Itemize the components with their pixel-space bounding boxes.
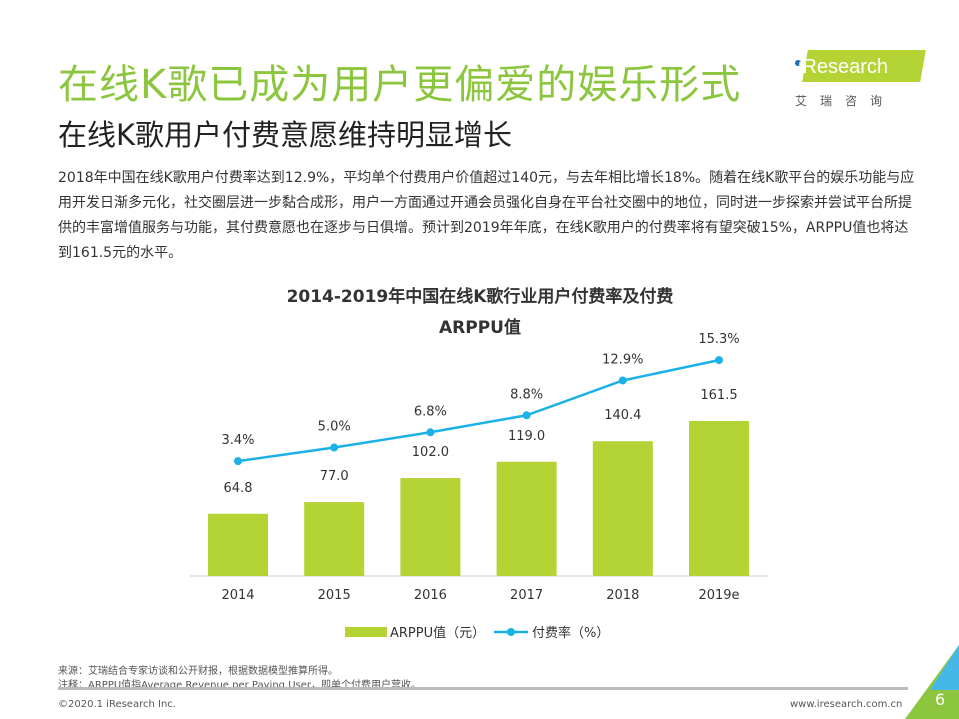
line-point bbox=[715, 356, 723, 365]
bar bbox=[400, 478, 461, 576]
x-tick-label: 2014 bbox=[221, 588, 254, 603]
legend-bar-label: ARPPU值（元） bbox=[390, 625, 485, 641]
page-subtitle: 在线K歌用户付费意愿维持明显增长 bbox=[58, 118, 513, 152]
bar bbox=[689, 420, 749, 576]
legend-line-marker bbox=[507, 628, 515, 636]
bar bbox=[304, 502, 365, 576]
footer-divider bbox=[58, 687, 908, 690]
x-tick-label: 2015 bbox=[318, 588, 351, 603]
page-title: 在线K歌已成为用户更偏爱的娱乐形式 bbox=[58, 62, 742, 108]
website-link[interactable]: www.iresearch.com.cn bbox=[790, 699, 903, 710]
line-label: 8.8% bbox=[510, 387, 543, 402]
x-tick-label: 2018 bbox=[606, 588, 639, 603]
x-tick-label: 2019e bbox=[698, 588, 739, 603]
line-label: 5.0% bbox=[318, 420, 351, 435]
line-point bbox=[234, 457, 242, 466]
chart-title-line2: ARPPU值 bbox=[439, 318, 521, 338]
line-point bbox=[618, 376, 627, 385]
legend-bar-swatch bbox=[345, 627, 387, 637]
x-tick-label: 2016 bbox=[414, 588, 447, 603]
bar-label: 161.5 bbox=[700, 388, 737, 403]
definition-note: 注释：ARPPU值指Average Revenue per Paying Use… bbox=[58, 680, 421, 691]
line-label: 3.4% bbox=[221, 433, 254, 448]
bar-label: 102.0 bbox=[412, 445, 449, 460]
bar-label: 64.8 bbox=[224, 481, 253, 496]
page-number: 6 bbox=[935, 690, 946, 709]
iresearch-logo: iResearch 艾瑞咨询 bbox=[793, 50, 926, 110]
x-tick-label: 2017 bbox=[510, 588, 543, 603]
bar bbox=[208, 513, 268, 576]
bar bbox=[592, 441, 653, 576]
bar-label: 119.0 bbox=[508, 429, 545, 444]
line-point bbox=[330, 443, 339, 452]
source-note: 来源：艾瑞结合专家访谈和公开财报，根据数据模型推算所得。 bbox=[58, 666, 338, 677]
line-point bbox=[522, 411, 531, 420]
line-label: 6.8% bbox=[414, 404, 447, 419]
line-point bbox=[426, 428, 435, 437]
legend-line-label: 付费率（%） bbox=[532, 625, 609, 641]
bar bbox=[496, 461, 557, 576]
body-text: 2018年中国在线K歌用户付费率达到12.9%，平均单个付费用户价值超过140元… bbox=[58, 170, 915, 261]
line-label: 12.9% bbox=[602, 352, 643, 367]
copyright: ©2020.1 iResearch Inc. bbox=[58, 699, 176, 710]
line-series bbox=[237, 358, 720, 463]
bar-label: 77.0 bbox=[320, 469, 349, 484]
line-label: 15.3% bbox=[698, 332, 739, 347]
bar-label: 140.4 bbox=[604, 408, 641, 423]
chart-title-line1: 2014-2019年中国在线K歌行业用户付费率及付费 bbox=[286, 287, 674, 307]
